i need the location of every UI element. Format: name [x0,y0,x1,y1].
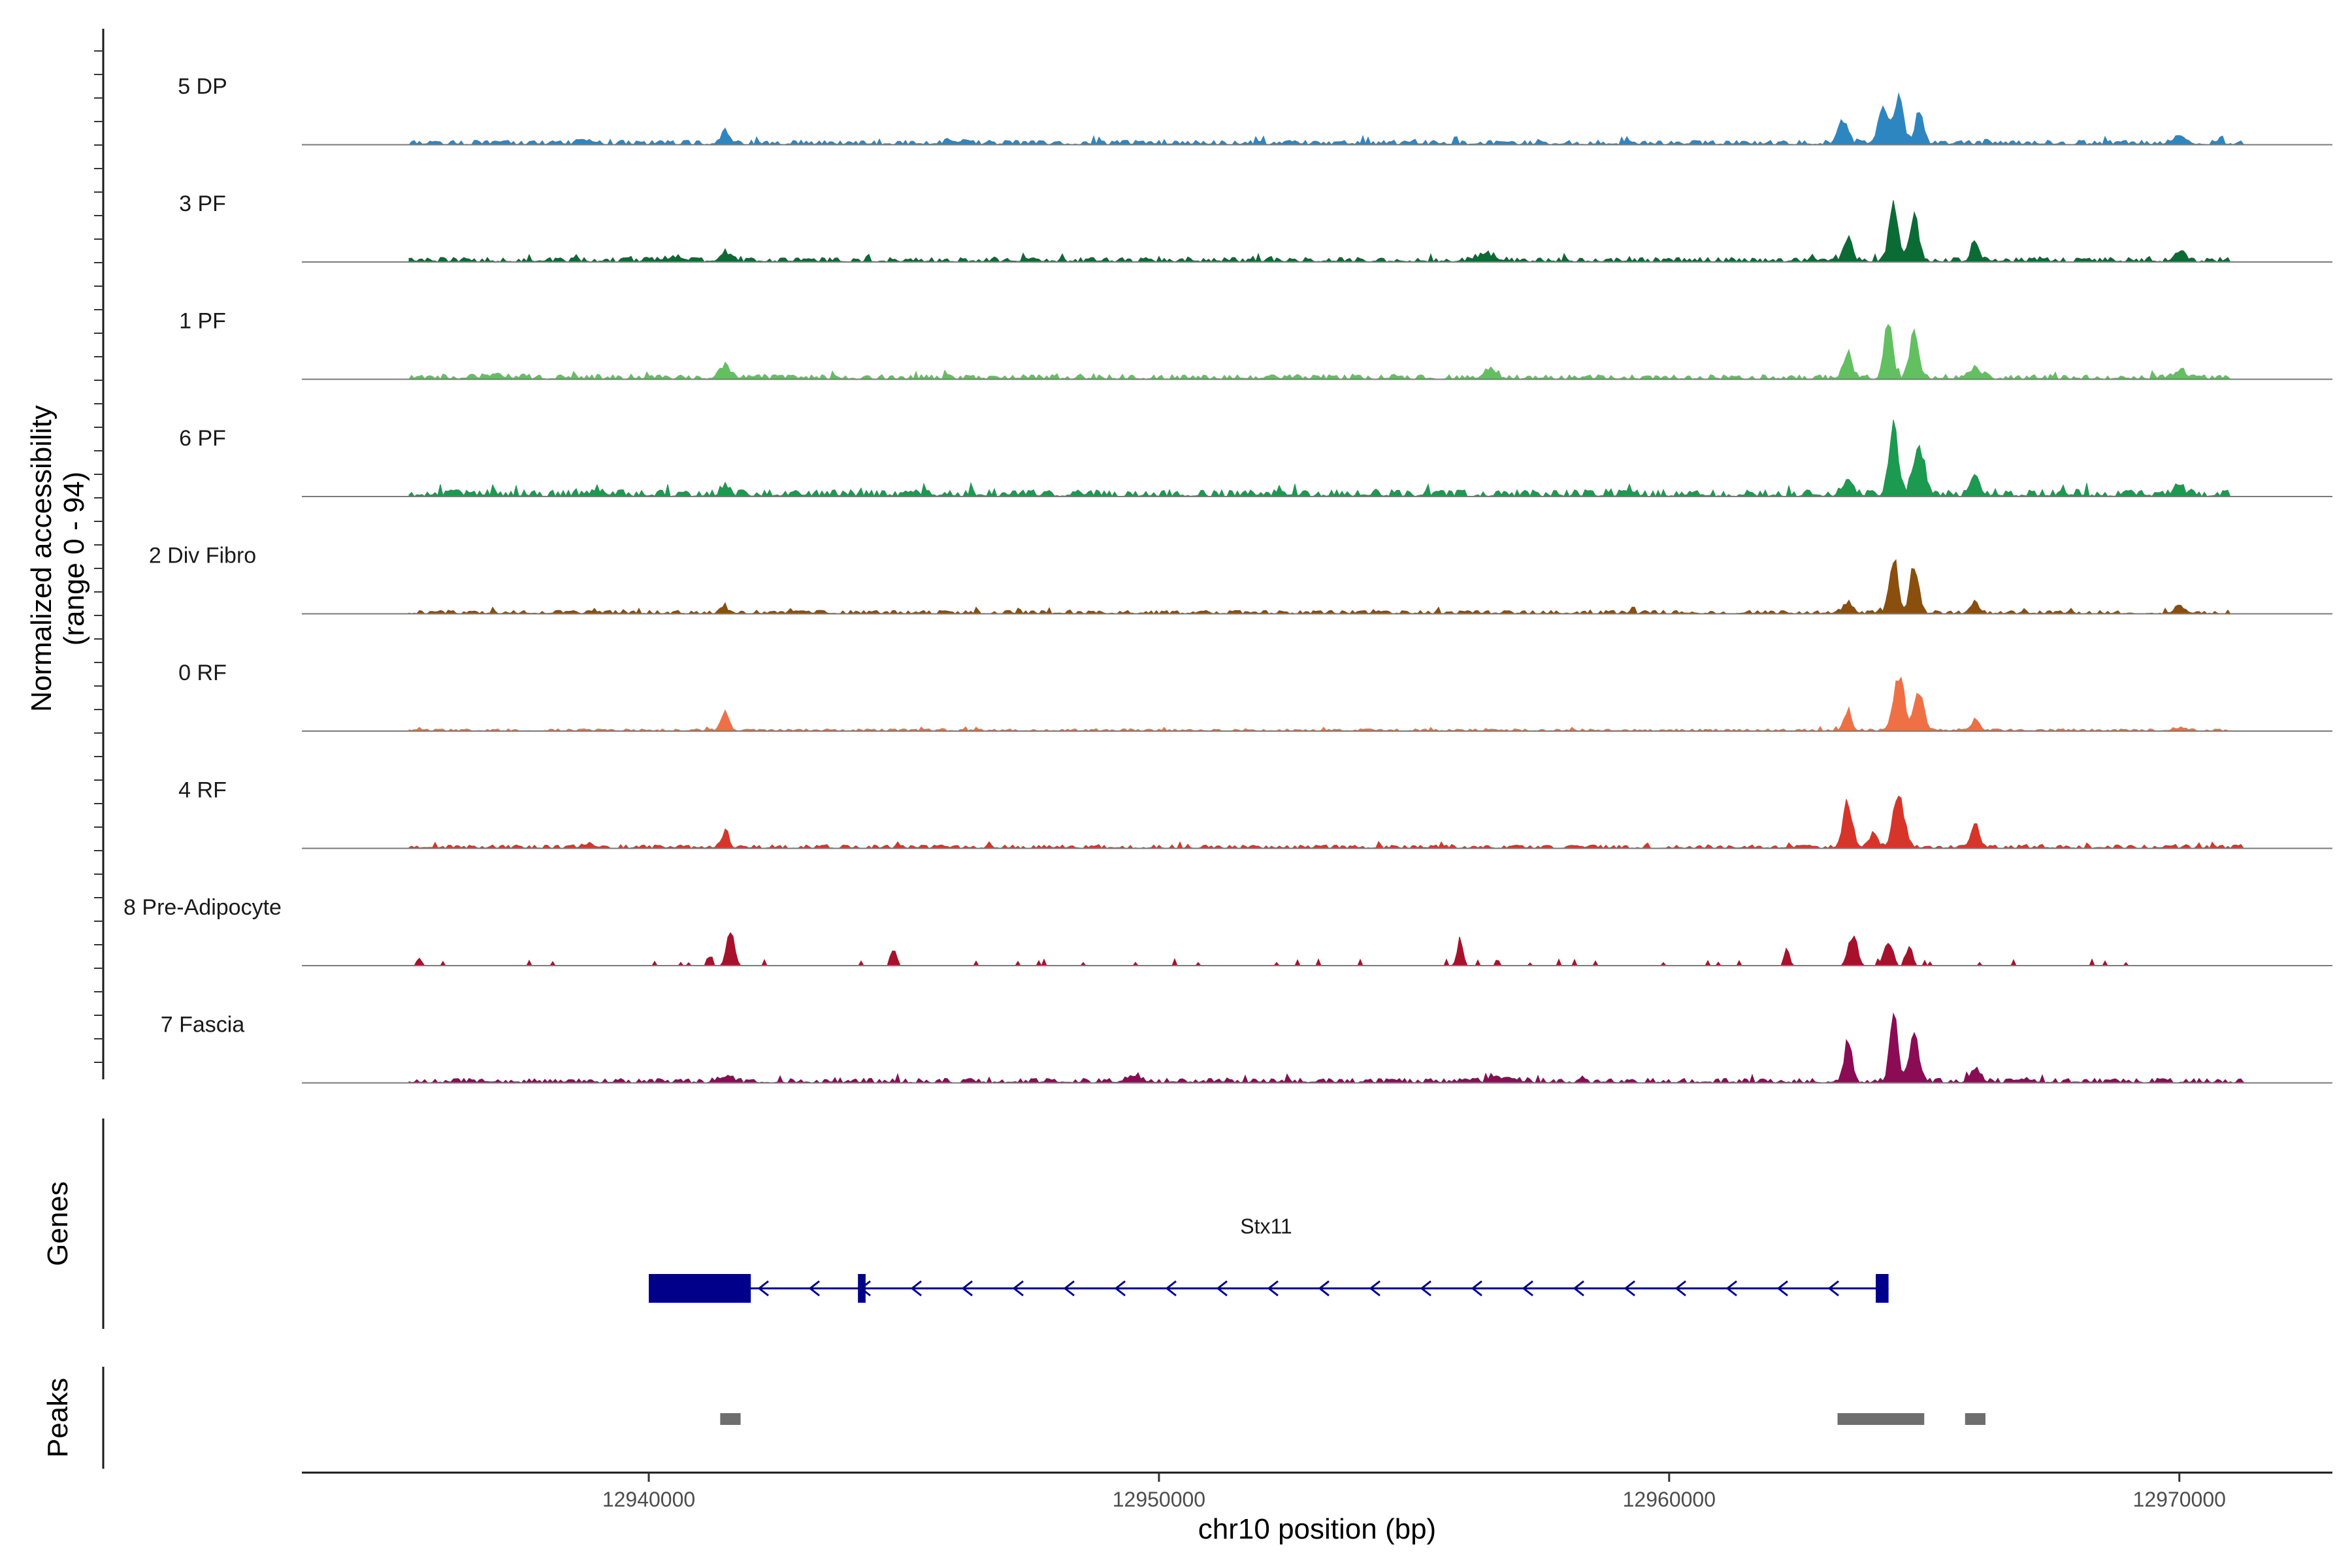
gene-track: Stx11 [649,1215,1889,1303]
genes-panel-title: Genes [42,1181,74,1266]
peaks-panel-title: Peaks [42,1378,74,1458]
strand-arrow [1369,1280,1380,1297]
track-label: 8 Pre-Adipocyte [123,895,282,920]
strand-arrow [910,1280,922,1297]
strand-arrow [808,1280,820,1297]
track-label: 6 PF [179,426,226,451]
track-label: 4 RF [178,778,227,803]
track-label: 3 PF [179,191,226,216]
strand-arrow [1776,1280,1788,1297]
strand-arrow [961,1280,973,1297]
gene-exon [649,1274,751,1303]
gene-exon [1876,1274,1889,1303]
coverage-track: 4 RF [178,778,2332,849]
coverage-area [408,795,2246,849]
strand-arrow [1216,1280,1228,1297]
strand-arrow [1012,1280,1024,1297]
peak-region [1837,1413,1925,1425]
x-tick-label: 12950000 [1113,1488,1205,1511]
coverage-area [408,419,2231,498]
coverage-track: 2 Div Fibro [149,544,2332,615]
x-tick-label: 12940000 [602,1488,695,1511]
coverage-track: 6 PF [179,419,2332,498]
strand-arrow [1624,1280,1635,1297]
y-axis-title-line-2: (range 0 - 94) [58,472,90,646]
strand-arrow [1114,1280,1126,1297]
coverage-track: 7 Fascia [161,1012,2332,1084]
coverage-track: 0 RF [178,661,2332,732]
strand-arrow [757,1280,769,1297]
coverage-tracks: 5 DP 3 PF 1 PF 6 PF 2 Div Fibro 0 RF 4 RF 8 Pre… [123,74,2332,1084]
gene-label: Stx11 [1240,1215,1292,1238]
coverage-area [408,1012,2246,1084]
coverage-y-axis-ticks [94,50,103,1063]
x-axis-ticks: 12940000 12950000 12960000 12970000 [602,1473,2226,1511]
x-tick-label: 12970000 [2133,1488,2226,1511]
strand-arrow [1725,1280,1737,1297]
strand-arrow [1827,1280,1839,1297]
track-label: 2 Div Fibro [149,544,256,568]
y-axis-title-line-1: Normalized accessibility [25,405,57,711]
track-label: 1 PF [179,309,226,334]
track-label: 7 Fascia [161,1013,245,1037]
coverage-track: 3 PF [179,191,2332,263]
strand-arrow [1420,1280,1431,1297]
strand-arrow [1063,1280,1075,1297]
coverage-area [408,559,2231,615]
track-label: 5 DP [178,74,227,99]
strand-arrow [1165,1280,1177,1297]
coverage-track: 1 PF [179,309,2332,380]
strand-arrow [1674,1280,1686,1297]
peak-regions [720,1413,1985,1425]
strand-arrow [1318,1280,1330,1297]
strand-arrow [1573,1280,1584,1297]
coverage-area [408,676,2230,732]
peak-region [720,1413,741,1425]
strand-arrow [1267,1280,1279,1297]
coverage-area [408,323,2231,380]
peak-region [1965,1413,1985,1425]
coverage-area [408,92,2246,146]
coverage-area [408,200,2231,263]
gene-exon [858,1274,866,1303]
x-tick-label: 12960000 [1623,1488,1716,1511]
coverage-track: 8 Pre-Adipocyte [123,895,2332,967]
strand-arrow [1522,1280,1533,1297]
track-label: 0 RF [178,661,227,685]
coverage-area [408,932,2170,967]
x-axis-title: chr10 position (bp) [1198,1513,1436,1545]
strand-arrow [1471,1280,1482,1297]
coverage-track: 5 DP [178,74,2332,146]
